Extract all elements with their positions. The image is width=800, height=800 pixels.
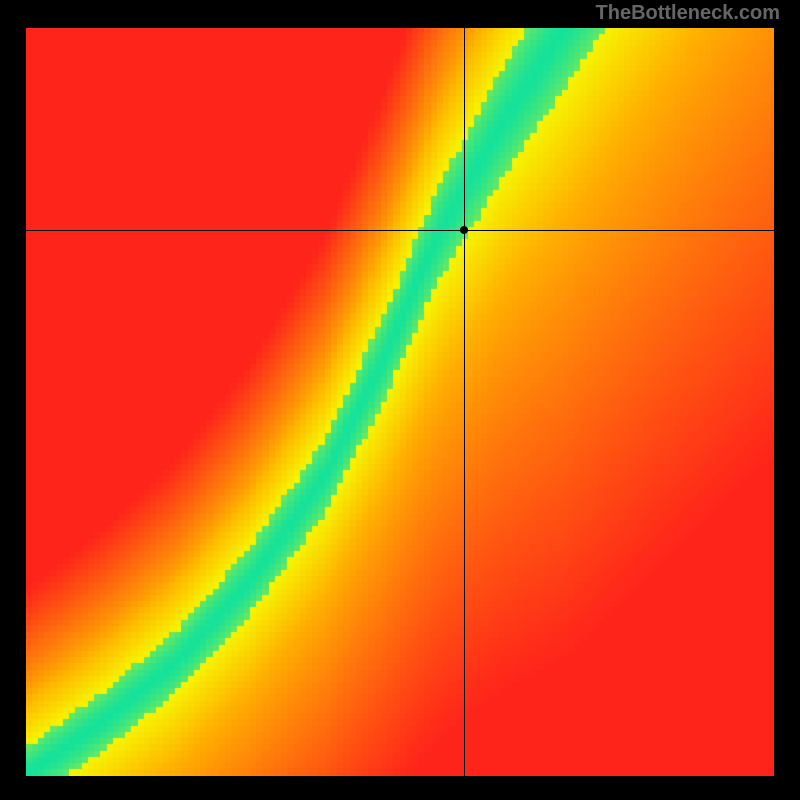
crosshair-horizontal bbox=[26, 230, 774, 231]
heatmap-canvas bbox=[26, 28, 774, 776]
heatmap-chart bbox=[26, 28, 774, 776]
crosshair-vertical bbox=[464, 28, 465, 776]
marker-dot bbox=[460, 226, 468, 234]
watermark-text: TheBottleneck.com bbox=[596, 2, 780, 25]
